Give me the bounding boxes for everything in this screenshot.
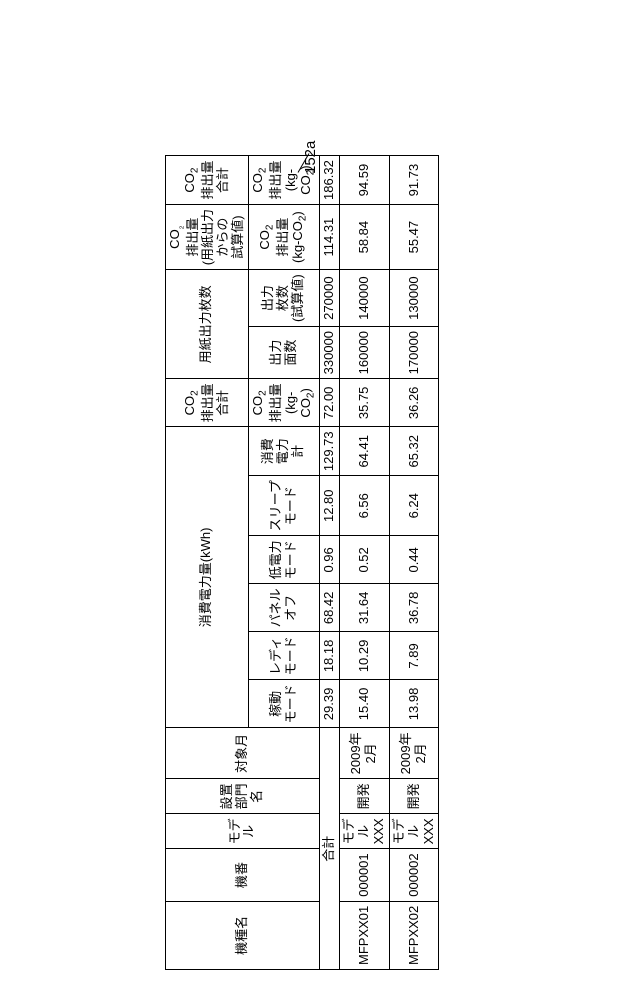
header-row-1: 機種名 機番 モデル 設置 部門 名 対象月 消費電力量(kWh) CO2 排出… xyxy=(166,156,249,970)
cell: MFPXX02 xyxy=(389,901,439,969)
hdr-paper-group: 用紙出力枚数 xyxy=(166,270,249,379)
hdr-month: 対象月 xyxy=(166,728,320,779)
cell: 58.84 xyxy=(339,204,389,269)
cell: 7.89 xyxy=(389,632,439,680)
cell: 35.75 xyxy=(339,379,389,427)
cell: 12.80 xyxy=(319,476,339,536)
cell: 0.96 xyxy=(319,536,339,584)
cell: 65.32 xyxy=(389,427,439,476)
hdr-mode-sleep: スリープ モード xyxy=(248,476,319,536)
cell: 2009年 2月 xyxy=(339,728,389,779)
hdr-serial: 機番 xyxy=(166,849,320,901)
cell: 55.47 xyxy=(389,204,439,269)
cell: 94.59 xyxy=(339,156,389,205)
cell: 2009年 2月 xyxy=(389,728,439,779)
cell: 36.26 xyxy=(389,379,439,427)
cell: 開発 xyxy=(339,779,389,814)
cell: 330000 xyxy=(319,326,339,378)
table-row: MFPXX01 000001 モデルXXX 開発 2009年 2月 15.40 … xyxy=(339,156,389,970)
cell: 170000 xyxy=(389,326,439,378)
cell: MFPXX01 xyxy=(339,901,389,969)
cell: 29.39 xyxy=(319,680,339,728)
cell: 開発 xyxy=(389,779,439,814)
cell: 129.73 xyxy=(319,427,339,476)
cell: 270000 xyxy=(319,270,339,327)
hdr-sheets: 出力 枚数 (試算値) xyxy=(248,270,319,327)
cell: 72.00 xyxy=(319,379,339,427)
cell: 6.56 xyxy=(339,476,389,536)
cell: 18.18 xyxy=(319,632,339,680)
cell: モデルXXX xyxy=(339,814,389,849)
hdr-co2-unit-b: CO2 排出量 (kg-CO2) xyxy=(248,204,319,269)
hdr-mode-ready: レディ モード xyxy=(248,632,319,680)
cell: 64.41 xyxy=(339,427,389,476)
cell: 0.44 xyxy=(389,536,439,584)
hdr-co2-total-b: CO2 排出量 合計 xyxy=(166,156,249,205)
cell: 91.73 xyxy=(389,156,439,205)
hdr-pages: 出力 面数 xyxy=(248,326,319,378)
cell: 160000 xyxy=(339,326,389,378)
cell: 15.40 xyxy=(339,680,389,728)
data-table: 機種名 機番 モデル 設置 部門 名 対象月 消費電力量(kWh) CO2 排出… xyxy=(165,155,439,970)
hdr-power-group: 消費電力量(kWh) xyxy=(166,427,249,728)
cell-total-label: 合計 xyxy=(319,728,339,970)
hdr-model-name: 機種名 xyxy=(166,901,320,969)
cell: 31.64 xyxy=(339,584,389,632)
hdr-model: モデル xyxy=(166,814,320,849)
cell: 130000 xyxy=(389,270,439,327)
cell: 10.29 xyxy=(339,632,389,680)
cell: 000001 xyxy=(339,849,389,901)
cell: モデルXXX xyxy=(389,814,439,849)
cell: 36.78 xyxy=(389,584,439,632)
cell: 114.31 xyxy=(319,204,339,269)
hdr-co2-unit-c: CO2 排出量 (kg-CO2) xyxy=(248,156,319,205)
hdr-mode-op: 稼動 モード xyxy=(248,680,319,728)
hdr-dept: 設置 部門 名 xyxy=(166,779,320,814)
table-row: 合計 29.39 18.18 68.42 0.96 12.80 129.73 7… xyxy=(319,156,339,970)
table-row: MFPXX02 000002 モデルXXX 開発 2009年 2月 13.98 … xyxy=(389,156,439,970)
hdr-power-sum: 消費 電力 計 xyxy=(248,427,319,476)
hdr-mode-low: 低電力 モード xyxy=(248,536,319,584)
cell: 68.42 xyxy=(319,584,339,632)
cell: 13.98 xyxy=(389,680,439,728)
hdr-co2-unit-a: CO2 排出量 (kg-CO2) xyxy=(248,379,319,427)
hdr-mode-panel: パネル オフ xyxy=(248,584,319,632)
hdr-co2-paper: CO₂排出量 (用紙出力 からの 試算値) xyxy=(166,204,249,269)
cell: 186.32 xyxy=(319,156,339,205)
cell: 6.24 xyxy=(389,476,439,536)
hdr-co2-total-a: CO2 排出量 合計 xyxy=(166,379,249,427)
cell: 0.52 xyxy=(339,536,389,584)
cell: 000002 xyxy=(389,849,439,901)
cell: 140000 xyxy=(339,270,389,327)
